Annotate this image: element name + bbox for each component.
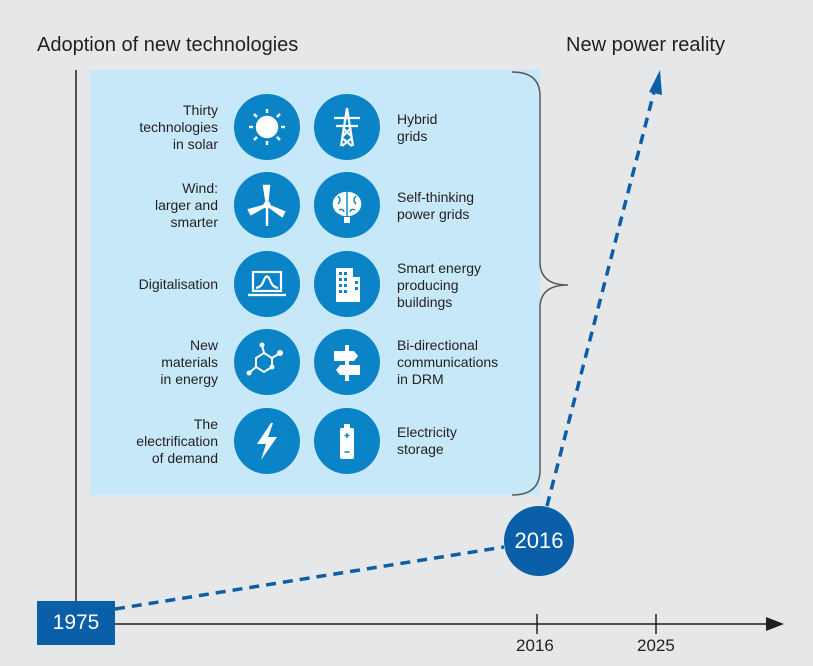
axis-tick-label-2016: 2016	[516, 636, 554, 655]
tech-label-digitalisation: Digitalisation	[138, 276, 218, 292]
tech-label-electrification: The electrification of demand	[136, 416, 218, 466]
brain-icon	[314, 172, 380, 238]
diagram-title-left: Adoption of new technologies	[37, 34, 299, 56]
laptop-chart-icon	[234, 251, 300, 317]
horizontal-axis-arrowhead	[766, 617, 784, 631]
tech-label-storage: Electricity storage	[397, 424, 457, 457]
curly-brace	[511, 71, 569, 496]
axis-tick-label-2025: 2025	[637, 636, 675, 655]
sun-icon	[234, 94, 300, 160]
year-badge-milestone: 2016	[504, 506, 574, 576]
wind-turbine-icon	[234, 172, 300, 238]
tech-label-wind: Wind: larger and smarter	[154, 180, 218, 230]
lightning-icon	[234, 408, 300, 474]
building-icon	[314, 251, 380, 317]
battery-icon	[314, 408, 380, 474]
year-badge-start: 1975	[37, 601, 115, 645]
tech-label-materials: New materials in energy	[160, 337, 218, 387]
tech-label-bi-directional: Bi-directional communications in DRM	[397, 337, 499, 387]
molecule-icon	[234, 329, 300, 395]
tech-label-solar: Thirty technologies in solar	[139, 102, 218, 152]
trajectory-line-future	[545, 87, 657, 507]
diagram-title-right: New power reality	[566, 34, 725, 56]
tech-label-hybrid-grids: Hybrid grids	[397, 111, 438, 144]
transmission-tower-icon	[314, 94, 380, 160]
signpost-icon	[314, 329, 380, 395]
trajectory-arrowhead	[649, 70, 662, 95]
trajectory-line-1975-2016	[114, 545, 505, 611]
tech-label-self-thinking: Self-thinking power grids	[397, 189, 475, 222]
tech-label-smart-buildings: Smart energy producing buildings	[397, 260, 482, 310]
